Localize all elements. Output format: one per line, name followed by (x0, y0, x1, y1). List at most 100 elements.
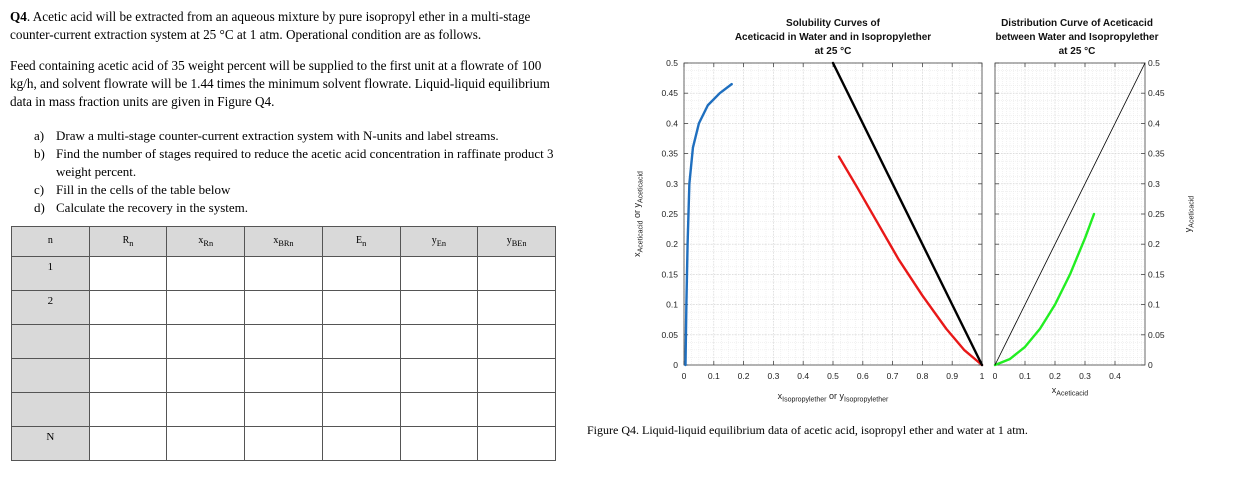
x-tick-label: 0.9 (946, 371, 958, 381)
table-cell[interactable] (399, 358, 479, 393)
y-axis-label: yAceticacid (1183, 196, 1196, 233)
table-cell[interactable] (321, 290, 401, 325)
header-y-ben: yBEn (477, 226, 556, 257)
y-tick-label: 0.15 (661, 269, 678, 279)
x-tick-label: 0 (993, 371, 998, 381)
stage-table: n Rn xRn xBRn En yEn yBEn 1 2 N (11, 226, 556, 461)
header-e: En (321, 226, 401, 257)
table-header-row: n Rn xRn xBRn En yEn yBEn (11, 226, 556, 257)
table-cell[interactable] (399, 426, 479, 461)
task-text: Find the number of stages required to re… (56, 146, 554, 179)
y-tick-label: 0.5 (1148, 58, 1160, 68)
table-cell[interactable] (88, 358, 168, 393)
y-axis-label: xAceticacid or yAceticacid (632, 171, 645, 257)
table-cell[interactable] (477, 392, 556, 427)
x-tick-label: 0.2 (1049, 371, 1061, 381)
table-cell[interactable] (399, 324, 479, 359)
table-cell[interactable] (166, 256, 246, 291)
task-item: d) Calculate the recovery in the system. (34, 199, 559, 217)
task-item: c) Fill in the cells of the table below (34, 181, 559, 199)
table-cell[interactable] (399, 290, 479, 325)
table-cell[interactable] (321, 256, 401, 291)
header-r: Rn (88, 226, 168, 257)
x-tick-label: 0.1 (1019, 371, 1031, 381)
x-tick-label: 0.7 (887, 371, 899, 381)
table-cell[interactable] (244, 324, 323, 359)
table-cell[interactable] (321, 324, 401, 359)
series-line-1 (994, 62, 1146, 366)
distribution-chart: 0 0.1 0.2 0.3 0.4 0 0.05 0.1 0.15 0.2 0.25 0.3 0.35 0… (993, 18, 1196, 398)
table-cell[interactable] (244, 358, 323, 393)
chart-title: at 25 °C (1059, 46, 1096, 57)
x-tick-label: 0.6 (857, 371, 869, 381)
x-tick-label: 1 (980, 371, 985, 381)
table-cell[interactable] (244, 256, 323, 291)
x-tick-label: 0.8 (916, 371, 928, 381)
table-cell[interactable] (166, 392, 246, 427)
table-cell[interactable] (477, 358, 556, 393)
chart-title: at 25 °C (815, 46, 852, 57)
x-tick-label: 0.2 (738, 371, 750, 381)
table-row (11, 358, 556, 393)
table-cell[interactable] (477, 426, 556, 461)
x-tick-label: 0.3 (767, 371, 779, 381)
table-cell[interactable] (244, 392, 323, 427)
table-cell[interactable] (244, 290, 323, 325)
figure-caption: Figure Q4. Liquid-liquid equilibrium dat… (587, 423, 1028, 437)
table-cell[interactable] (244, 426, 323, 461)
y-tick-label: 0.4 (1148, 118, 1160, 128)
y-tick-label: 0.3 (1148, 179, 1160, 189)
table-cell[interactable] (321, 358, 401, 393)
x-tick-label: 0.3 (1079, 371, 1091, 381)
task-label: c) (34, 182, 45, 197)
series-line-0 (684, 82, 733, 367)
table-cell[interactable] (88, 290, 168, 325)
task-item: a) Draw a multi-stage counter-current ext… (34, 127, 559, 145)
series-line-2 (831, 61, 984, 367)
header-x-rn: xRn (166, 226, 246, 257)
table-cell[interactable] (399, 392, 479, 427)
table-cell[interactable] (477, 324, 556, 359)
table-row: N (11, 426, 556, 461)
question-intro-text: . Acetic acid will be extracted from an … (10, 9, 531, 42)
chart-grid (683, 62, 983, 366)
y-tick-label: 0 (673, 360, 678, 370)
task-text: Draw a multi-stage counter-current extra… (56, 128, 499, 143)
row-label: 2 (11, 290, 90, 325)
table-cell[interactable] (166, 358, 246, 393)
table-cell[interactable] (88, 256, 168, 291)
task-list: a) Draw a multi-stage counter-current ext… (34, 127, 559, 217)
row-label: N (11, 426, 90, 461)
task-text: Fill in the cells of the table below (56, 182, 231, 197)
table-cell[interactable] (88, 426, 168, 461)
table-cell[interactable] (321, 392, 401, 427)
y-tick-label: 0.4 (666, 118, 678, 128)
table-cell[interactable] (88, 392, 168, 427)
y-tick-label: 0.2 (666, 239, 678, 249)
table-cell[interactable] (477, 256, 556, 291)
y-tick-label: 0.15 (1148, 269, 1165, 279)
solubility-chart: 0 0.1 0.2 0.3 0.4 0.5 0.6 0.7 0.8 0.9 1 0 0.05 0.1 0.1… (632, 18, 985, 404)
table-cell[interactable] (88, 324, 168, 359)
row-label (11, 324, 90, 359)
table-cell[interactable] (166, 290, 246, 325)
table-cell[interactable] (321, 426, 401, 461)
chart-title: Distribution Curve of Aceticacid (1001, 18, 1153, 29)
y-tick-label: 0.25 (661, 209, 678, 219)
table-cell[interactable] (477, 290, 556, 325)
table-cell[interactable] (166, 426, 246, 461)
x-tick-label: 0.4 (1109, 371, 1121, 381)
x-axis-label: xIsopropylether or yIsopropylether (778, 391, 889, 404)
chart-title: Aceticacid in Water and in Isopropylethe… (735, 32, 931, 43)
chart-title: between Water and Isopropylether (996, 32, 1159, 43)
y-tick-label: 0.25 (1148, 209, 1165, 219)
table-row (11, 324, 556, 359)
task-label: d) (34, 200, 45, 215)
header-n: n (11, 226, 90, 257)
table-row (11, 392, 556, 427)
table-cell[interactable] (399, 256, 479, 291)
x-axis-label: xAceticacid (1052, 385, 1089, 398)
y-tick-label: 0 (1148, 360, 1153, 370)
y-tick-label: 0.45 (661, 88, 678, 98)
table-cell[interactable] (166, 324, 246, 359)
